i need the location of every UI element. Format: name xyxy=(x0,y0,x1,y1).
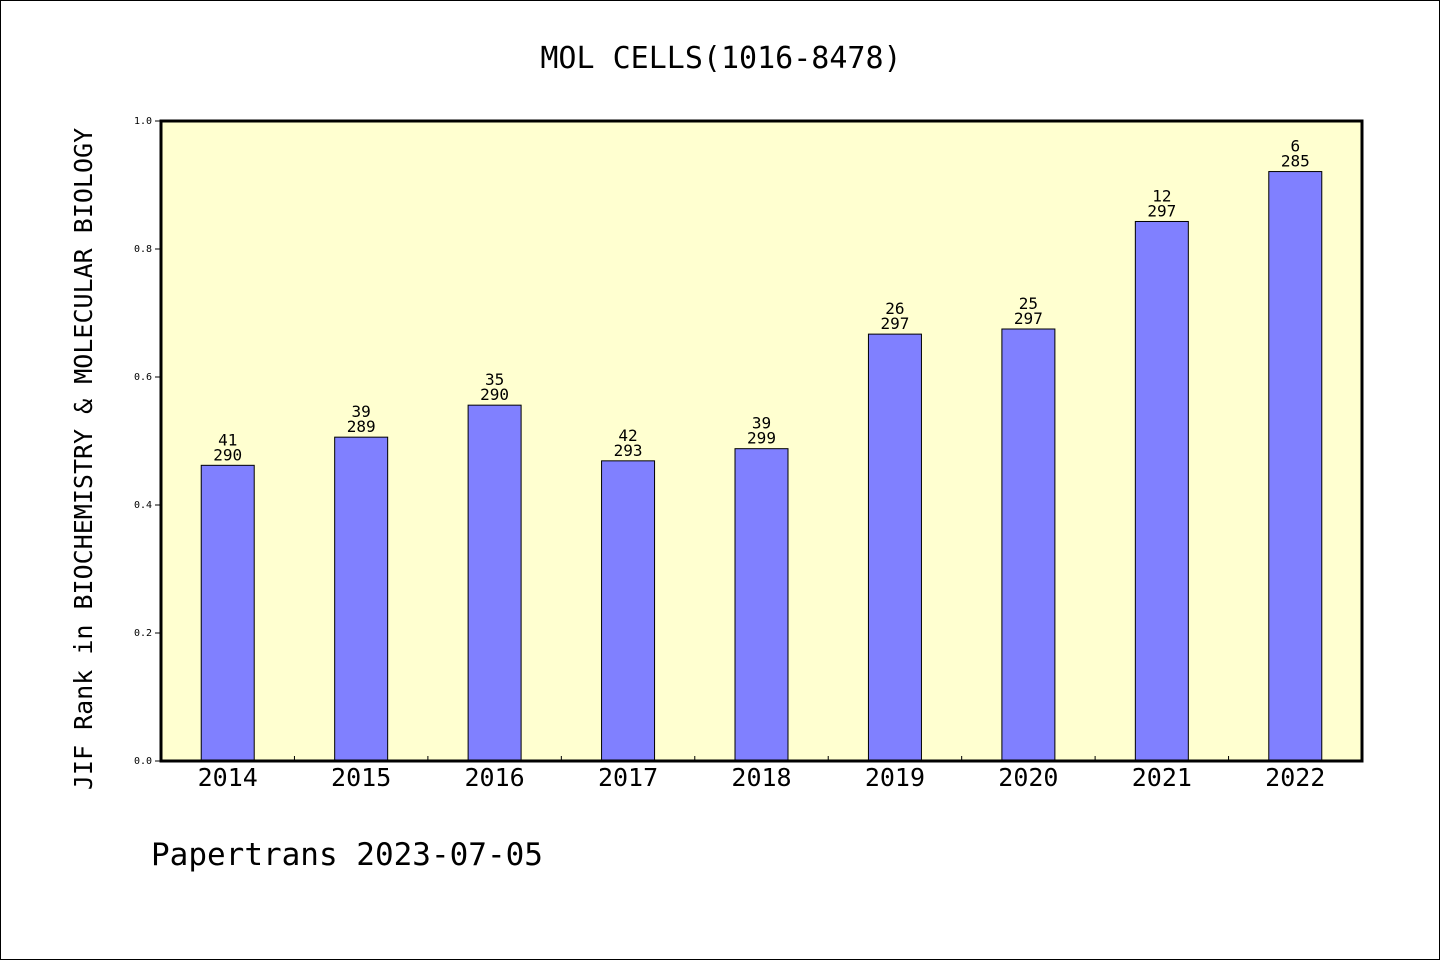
plot-border xyxy=(159,119,1364,763)
bar-2017 xyxy=(601,460,656,762)
bar-2015 xyxy=(334,436,389,762)
bar-2018 xyxy=(734,448,789,762)
bar-total-label-2019: 297 xyxy=(880,314,909,333)
x-tick-label-2021: 2021 xyxy=(1132,763,1192,792)
bar-total-label-2015: 289 xyxy=(347,417,376,436)
y-tick-label-4: 0.8 xyxy=(134,244,152,255)
bar-total-label-2020: 297 xyxy=(1014,309,1043,328)
bar-rank-label-2016: 35 xyxy=(485,370,504,389)
bar-2020 xyxy=(1001,328,1056,762)
x-tick-label-2020: 2020 xyxy=(998,763,1058,792)
bar-total-label-2016: 290 xyxy=(480,385,509,404)
bar-total-label-2017: 293 xyxy=(614,441,643,460)
footer-credit: Papertrans 2023-07-05 xyxy=(151,837,543,873)
y-tick-label-0: 0.0 xyxy=(134,756,152,767)
x-tick-label-2014: 2014 xyxy=(198,763,258,792)
x-tick-label-2016: 2016 xyxy=(465,763,525,792)
bar-2016 xyxy=(467,404,522,762)
bar-rank-label-2022: 6 xyxy=(1290,137,1300,156)
bar-rank-label-2017: 42 xyxy=(618,426,637,445)
bar-rank-label-2019: 26 xyxy=(885,299,904,318)
y-tick-label-5: 1.0 xyxy=(134,116,152,127)
x-axis: 2014 2015 2016 2017 2018 2019 2020 2021 2022 xyxy=(198,756,1325,792)
bar-2019 xyxy=(867,333,922,762)
bars-layer xyxy=(200,171,1323,762)
bar-2014 xyxy=(200,464,255,762)
x-tick-label-2018: 2018 xyxy=(731,763,791,792)
bar-total-label-2022: 285 xyxy=(1281,152,1310,171)
chart-title: MOL CELLS(1016-8478) xyxy=(540,41,901,76)
x-tick-label-2015: 2015 xyxy=(331,763,391,792)
bar-2021 xyxy=(1134,220,1189,762)
x-tick-label-2022: 2022 xyxy=(1265,763,1325,792)
bar-rank-label-2014: 41 xyxy=(218,430,237,449)
y-tick-label-3: 0.6 xyxy=(134,372,152,383)
bar-total-label-2018: 299 xyxy=(747,429,776,448)
bar-labels-layer: 4129039289352904229339299262972529712297… xyxy=(213,137,1309,465)
y-tick-label-2: 0.4 xyxy=(134,500,152,511)
bar-rank-label-2015: 39 xyxy=(352,402,371,421)
x-tick-label-2019: 2019 xyxy=(865,763,925,792)
bar-2022 xyxy=(1268,171,1323,762)
y-axis-label: JIF Rank in BIOCHEMISTRY & MOLECULAR BIO… xyxy=(69,128,98,790)
bar-rank-label-2021: 12 xyxy=(1152,186,1171,205)
bar-rank-label-2020: 25 xyxy=(1019,294,1038,313)
x-tick-label-2017: 2017 xyxy=(598,763,658,792)
y-tick-label-1: 0.2 xyxy=(134,628,152,639)
bar-rank-label-2018: 39 xyxy=(752,414,771,433)
bar-total-label-2021: 297 xyxy=(1147,201,1176,220)
bar-total-label-2014: 290 xyxy=(213,445,242,464)
y-axis: 0.0 0.2 0.4 0.6 0.8 1.0 xyxy=(134,116,161,767)
